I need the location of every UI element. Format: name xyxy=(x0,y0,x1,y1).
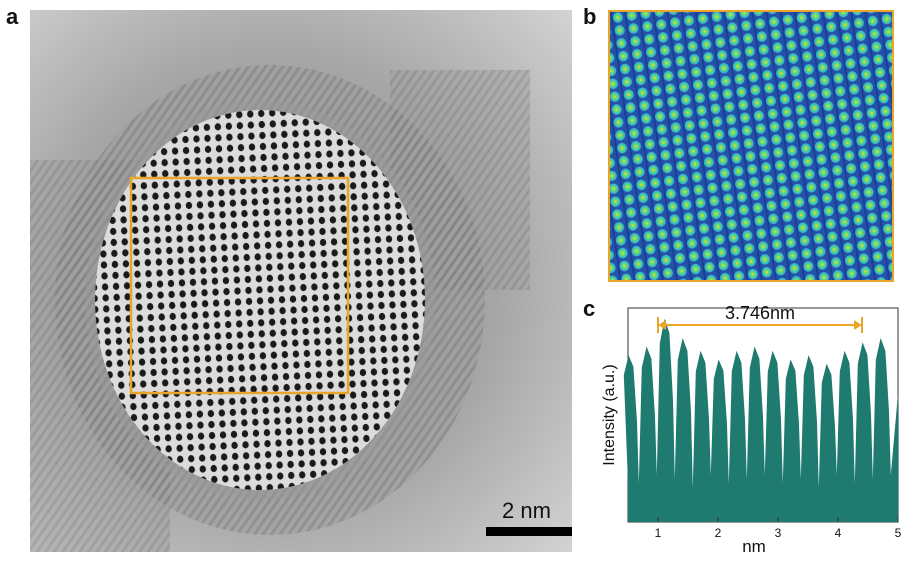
panel-label-a: a xyxy=(6,4,19,29)
intensity-profile-chart: 1 2 3 4 5 3.746nm Intensity (a.u.) nm xyxy=(596,300,907,564)
tem-image xyxy=(30,10,572,552)
x-tick-label: 4 xyxy=(835,526,842,540)
measurement-right-arrowhead xyxy=(854,320,862,330)
profile-plot: 1 2 3 4 5 3.746nm Intensity (a.u.) nm xyxy=(601,303,902,556)
panel-label-b: b xyxy=(583,4,597,29)
roi-box xyxy=(129,176,350,395)
scale-bar xyxy=(486,527,572,536)
measurement-label: 3.746nm xyxy=(725,303,795,323)
tem-micrograph: 2 nm xyxy=(30,10,572,552)
x-tick-label: 2 xyxy=(715,526,722,540)
x-tick-label: 5 xyxy=(895,526,902,540)
x-tick-label: 1 xyxy=(655,526,662,540)
colormap-image xyxy=(610,12,892,280)
measurement-left-arrowhead xyxy=(658,320,666,330)
intensity-colormap xyxy=(608,10,894,282)
scale-bar-label: 2 nm xyxy=(502,498,551,523)
profile-area xyxy=(623,318,898,522)
x-tick-label: 3 xyxy=(775,526,782,540)
measurement-annotation: 3.746nm xyxy=(657,303,863,333)
y-axis-label: Intensity (a.u.) xyxy=(601,364,618,465)
panel-label-c: c xyxy=(583,296,596,321)
x-axis-label: nm xyxy=(742,537,766,556)
